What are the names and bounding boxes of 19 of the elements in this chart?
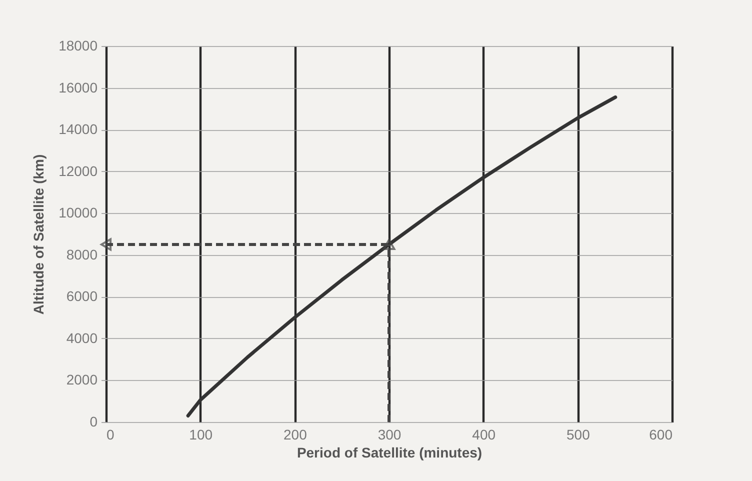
y-tick-label: 8000 bbox=[66, 246, 98, 262]
y-tick-label: 4000 bbox=[66, 330, 98, 346]
y-tick-label: 0 bbox=[90, 414, 98, 430]
x-tick-label: 0 bbox=[106, 426, 114, 442]
y-tick-label: 6000 bbox=[66, 288, 98, 304]
x-tick-label: 100 bbox=[189, 426, 213, 442]
y-tick-label: 12000 bbox=[58, 162, 98, 179]
y-tick-label: 16000 bbox=[58, 79, 98, 96]
y-tick-label: 18000 bbox=[58, 38, 98, 54]
y-tick-label: 10000 bbox=[58, 204, 98, 221]
x-tick-label: 500 bbox=[566, 426, 590, 442]
x-tick-label: 300 bbox=[378, 426, 402, 442]
x-axis-title: Period of Satellite (minutes) bbox=[296, 444, 482, 460]
x-tick-label: 400 bbox=[472, 426, 496, 442]
x-tick-label: 200 bbox=[283, 426, 308, 442]
y-axis-title: Altitude of Satellite (km) bbox=[30, 154, 47, 315]
y-tick-label: 2000 bbox=[66, 372, 98, 388]
y-tick-label: 14000 bbox=[58, 121, 98, 138]
x-tick-label: 600 bbox=[649, 426, 673, 442]
